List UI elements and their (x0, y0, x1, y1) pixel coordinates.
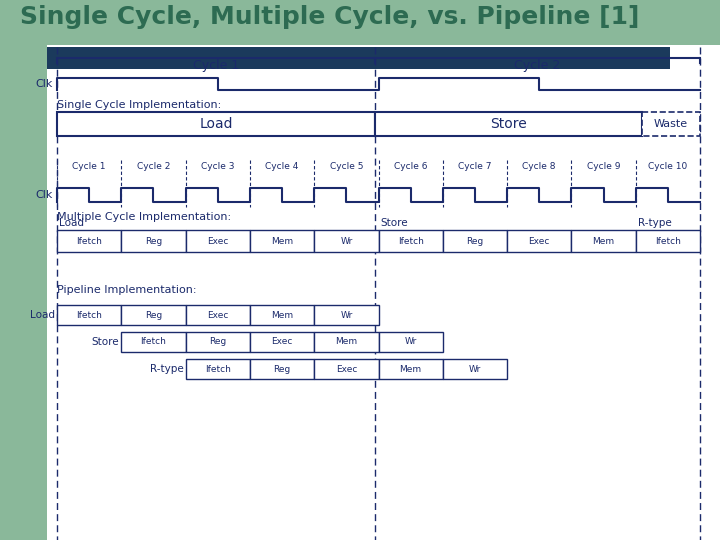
Text: Single Cycle Implementation:: Single Cycle Implementation: (57, 100, 221, 110)
Text: Reg: Reg (274, 364, 291, 374)
Text: Ifetch: Ifetch (655, 237, 681, 246)
Text: R-type: R-type (638, 218, 672, 228)
Bar (121, 230, 186, 252)
Text: Store: Store (91, 337, 120, 347)
Text: Load: Load (59, 218, 84, 228)
Bar (57, 230, 121, 252)
Bar (57, 305, 121, 325)
Bar (314, 305, 379, 325)
Bar (636, 230, 700, 252)
Text: Exec: Exec (528, 237, 550, 246)
Text: Cycle 8: Cycle 8 (523, 162, 556, 171)
Text: Exec: Exec (271, 338, 293, 347)
Text: Cycle 7: Cycle 7 (458, 162, 492, 171)
Text: Cycle 1: Cycle 1 (193, 59, 239, 72)
Text: Multiple Cycle Implementation:: Multiple Cycle Implementation: (57, 212, 231, 222)
Text: Store: Store (490, 117, 526, 131)
Text: Reg: Reg (209, 338, 226, 347)
Text: Ifetch: Ifetch (397, 237, 423, 246)
Bar (507, 230, 572, 252)
Text: Single Cycle, Multiple Cycle, vs. Pipeline [1]: Single Cycle, Multiple Cycle, vs. Pipeli… (20, 5, 639, 29)
Bar (375, 112, 642, 136)
Text: Pipeline Implementation:: Pipeline Implementation: (57, 285, 197, 295)
Text: Mem: Mem (336, 338, 357, 347)
Text: Load: Load (199, 117, 233, 131)
Bar (250, 332, 314, 352)
Bar (443, 359, 507, 379)
Text: Mem: Mem (271, 310, 293, 320)
Text: Wr: Wr (469, 364, 481, 374)
Bar (250, 230, 314, 252)
Bar (379, 332, 443, 352)
Bar (0, 0, 47, 540)
Text: Ifetch: Ifetch (140, 338, 166, 347)
Text: Ifetch: Ifetch (204, 364, 230, 374)
Bar (57, 112, 375, 136)
Text: Reg: Reg (145, 237, 162, 246)
Bar (121, 332, 186, 352)
Text: Cycle 6: Cycle 6 (394, 162, 428, 171)
Text: Reg: Reg (467, 237, 484, 246)
Bar (186, 359, 250, 379)
Text: Reg: Reg (145, 310, 162, 320)
Text: Wr: Wr (341, 237, 353, 246)
Text: Waste: Waste (654, 119, 688, 129)
Text: Cycle 3: Cycle 3 (201, 162, 235, 171)
Bar (572, 230, 636, 252)
Bar (186, 230, 250, 252)
Bar (379, 230, 443, 252)
Bar (121, 305, 186, 325)
Text: Clk: Clk (35, 190, 53, 200)
Bar (250, 305, 314, 325)
Bar (443, 230, 507, 252)
Bar (314, 359, 379, 379)
Text: Exec: Exec (336, 364, 357, 374)
Text: Load: Load (30, 310, 55, 320)
Text: Mem: Mem (271, 237, 293, 246)
Text: Ifetch: Ifetch (76, 237, 102, 246)
Bar (250, 359, 314, 379)
Text: Mem: Mem (593, 237, 615, 246)
Bar (186, 305, 250, 325)
Text: Exec: Exec (207, 310, 228, 320)
Text: Cycle 4: Cycle 4 (266, 162, 299, 171)
Bar (314, 230, 379, 252)
Bar (379, 359, 443, 379)
Text: Cycle 5: Cycle 5 (330, 162, 363, 171)
Bar (0, 0, 720, 45)
Bar (314, 332, 379, 352)
Text: Wr: Wr (405, 338, 417, 347)
Text: Cycle 2: Cycle 2 (514, 59, 561, 72)
Text: Clk: Clk (35, 79, 53, 89)
Bar (642, 112, 700, 136)
Text: Mem: Mem (400, 364, 422, 374)
Text: Exec: Exec (207, 237, 228, 246)
Text: Ifetch: Ifetch (76, 310, 102, 320)
Text: Store: Store (380, 218, 408, 228)
Text: Cycle 2: Cycle 2 (137, 162, 170, 171)
Text: Wr: Wr (341, 310, 353, 320)
Bar (186, 332, 250, 352)
Text: Cycle 9: Cycle 9 (587, 162, 621, 171)
Text: Cycle 1: Cycle 1 (73, 162, 106, 171)
Text: R-type: R-type (150, 364, 184, 374)
Bar (47, 47, 670, 69)
Text: Cycle 10: Cycle 10 (648, 162, 688, 171)
